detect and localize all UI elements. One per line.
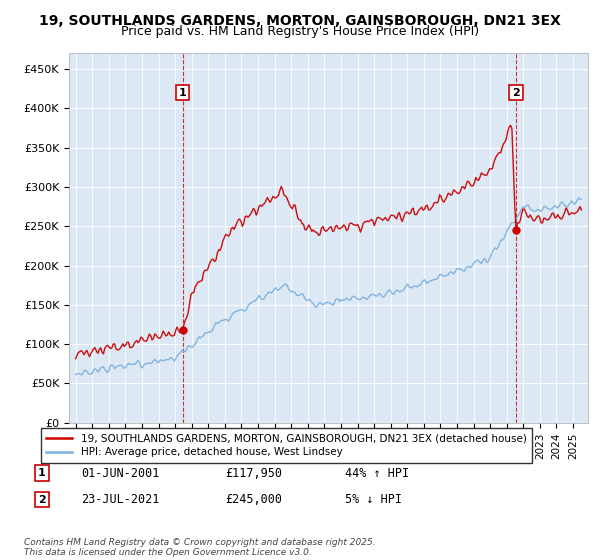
Text: 23-JUL-2021: 23-JUL-2021 xyxy=(81,493,160,506)
Text: 19, SOUTHLANDS GARDENS, MORTON, GAINSBOROUGH, DN21 3EX: 19, SOUTHLANDS GARDENS, MORTON, GAINSBOR… xyxy=(39,14,561,28)
Text: 2: 2 xyxy=(38,494,46,505)
Text: 5% ↓ HPI: 5% ↓ HPI xyxy=(345,493,402,506)
Text: 1: 1 xyxy=(38,468,46,478)
Legend: 19, SOUTHLANDS GARDENS, MORTON, GAINSBOROUGH, DN21 3EX (detached house), HPI: Av: 19, SOUTHLANDS GARDENS, MORTON, GAINSBOR… xyxy=(41,428,532,463)
Text: 44% ↑ HPI: 44% ↑ HPI xyxy=(345,466,409,480)
Text: 01-JUN-2001: 01-JUN-2001 xyxy=(81,466,160,480)
Text: Price paid vs. HM Land Registry's House Price Index (HPI): Price paid vs. HM Land Registry's House … xyxy=(121,25,479,38)
Text: £117,950: £117,950 xyxy=(225,466,282,480)
Text: £245,000: £245,000 xyxy=(225,493,282,506)
Text: Contains HM Land Registry data © Crown copyright and database right 2025.
This d: Contains HM Land Registry data © Crown c… xyxy=(24,538,376,557)
Text: 2: 2 xyxy=(512,87,520,97)
Text: 1: 1 xyxy=(179,87,187,97)
